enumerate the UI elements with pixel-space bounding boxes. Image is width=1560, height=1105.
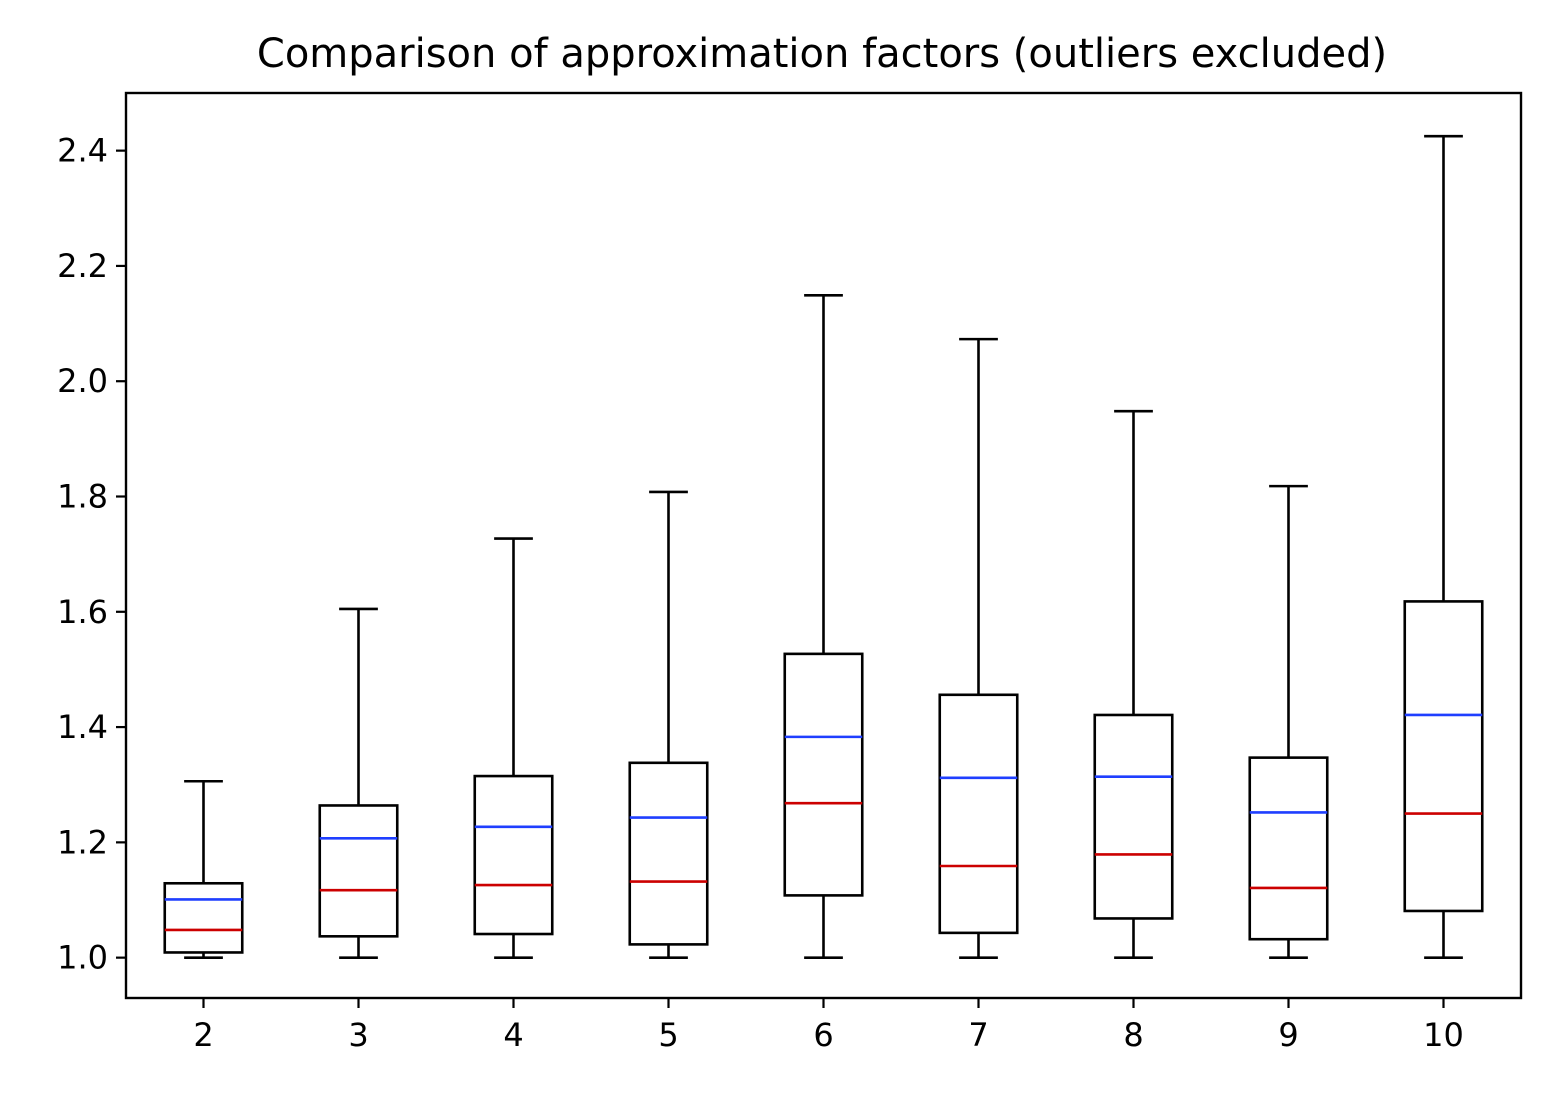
y-tick-label: 2.2 [57,247,108,285]
box-iqr [938,693,1019,935]
box-group-8 [1093,409,1174,959]
box-group-10 [1403,134,1484,959]
x-axis: 2 3 4 5 6 7 8 9 10 [193,998,1464,1054]
y-tick-label: 1.2 [57,823,108,861]
y-tick-label: 2.4 [57,132,108,170]
y-tick-label: 2.0 [57,362,108,400]
box-group-7 [938,337,1019,959]
x-tick-label: 8 [1123,1016,1143,1054]
box-group-4 [473,537,554,959]
box-group-3 [318,607,399,959]
x-tick-label: 9 [1278,1016,1298,1054]
box-group-5 [628,490,709,959]
box-iqr [473,774,554,936]
y-tick-label: 1.4 [57,708,108,746]
box-group-9 [1248,484,1329,959]
box-group-6 [783,294,864,959]
box-iqr [1248,756,1329,941]
x-tick-label: 7 [968,1016,988,1054]
box-iqr [783,652,864,897]
x-tick-label: 2 [193,1016,213,1054]
boxes-layer [163,134,1484,959]
y-tick-label: 1.8 [57,478,108,516]
x-tick-label: 6 [813,1016,833,1054]
y-tick-label: 1.6 [57,593,108,631]
plot-frame [124,91,1523,1000]
box-iqr [1093,713,1174,920]
x-tick-label: 10 [1423,1016,1464,1054]
box-iqr [628,761,709,946]
box-group-2 [163,779,244,959]
x-tick-label: 3 [348,1016,368,1054]
chart-title: Comparison of approximation factors (out… [257,31,1387,77]
y-tick-label: 1.0 [57,939,108,977]
x-tick-label: 5 [658,1016,678,1054]
y-axis: 1.0 1.2 1.4 1.6 1.8 2.0 2.2 2.4 [57,132,126,977]
x-tick-label: 4 [503,1016,523,1054]
box-iqr [318,804,399,938]
box-iqr [1403,600,1484,913]
box-iqr [163,881,244,954]
